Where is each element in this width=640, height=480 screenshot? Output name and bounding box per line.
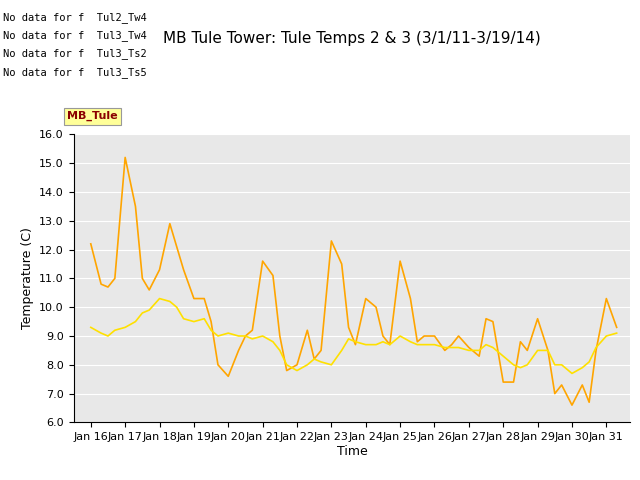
Tul2_Ts-8 bbox=[568, 371, 576, 376]
Tul2_Ts-2 bbox=[413, 339, 421, 345]
Text: MB_Tule: MB_Tule bbox=[67, 111, 118, 121]
Tul2_Ts-2 bbox=[551, 391, 559, 396]
Text: MB Tule Tower: Tule Temps 2 & 3 (3/1/11-3/19/14): MB Tule Tower: Tule Temps 2 & 3 (3/1/11-… bbox=[163, 31, 541, 46]
Tul2_Ts-8 bbox=[87, 324, 95, 330]
Tul2_Ts-8 bbox=[551, 362, 559, 368]
Tul2_Ts-8 bbox=[413, 342, 421, 348]
Tul2_Ts-2 bbox=[200, 296, 208, 301]
Tul2_Ts-8 bbox=[613, 330, 621, 336]
Tul2_Ts-2 bbox=[351, 342, 359, 348]
X-axis label: Time: Time bbox=[337, 445, 367, 458]
Tul2_Ts-2 bbox=[138, 276, 146, 281]
Y-axis label: Temperature (C): Temperature (C) bbox=[20, 228, 33, 329]
Tul2_Ts-2 bbox=[87, 241, 95, 247]
Tul2_Ts-8 bbox=[351, 339, 359, 345]
Tul2_Ts-2 bbox=[122, 155, 129, 160]
Tul2_Ts-8 bbox=[132, 319, 140, 324]
Text: No data for f  Tul3_Ts2: No data for f Tul3_Ts2 bbox=[3, 48, 147, 60]
Tul2_Ts-2 bbox=[235, 348, 243, 353]
Text: No data for f  Tul3_Ts5: No data for f Tul3_Ts5 bbox=[3, 67, 147, 78]
Line: Tul2_Ts-8: Tul2_Ts-8 bbox=[91, 299, 617, 373]
Tul2_Ts-8 bbox=[235, 333, 243, 339]
Tul2_Ts-2 bbox=[613, 324, 621, 330]
Line: Tul2_Ts-2: Tul2_Ts-2 bbox=[91, 157, 617, 405]
Text: No data for f  Tul2_Tw4: No data for f Tul2_Tw4 bbox=[3, 12, 147, 23]
Text: No data for f  Tul3_Tw4: No data for f Tul3_Tw4 bbox=[3, 30, 147, 41]
Tul2_Ts-8 bbox=[156, 296, 163, 301]
Tul2_Ts-2 bbox=[568, 402, 576, 408]
Tul2_Ts-8 bbox=[200, 316, 208, 322]
